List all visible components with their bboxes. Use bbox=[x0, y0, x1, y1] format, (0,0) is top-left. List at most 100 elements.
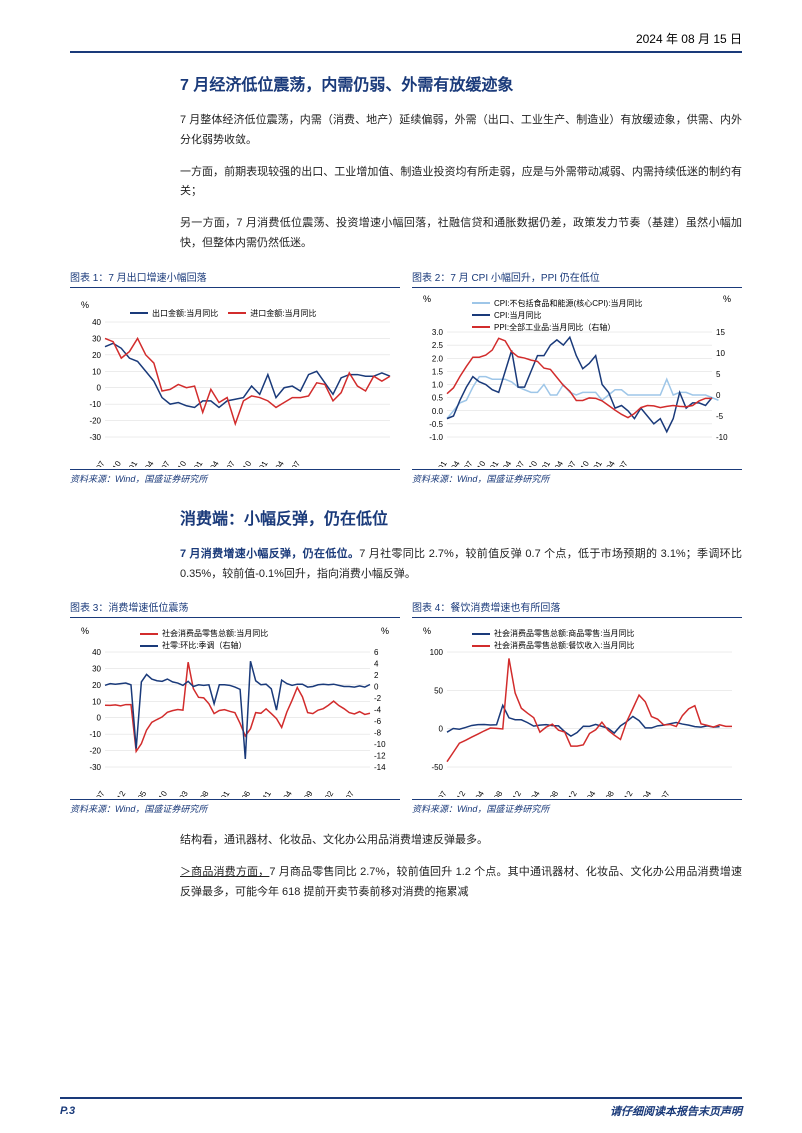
svg-text:21-03: 21-03 bbox=[172, 789, 190, 797]
section1-title: 7 月经济低位震荡，内需仍弱、外需有放缓迹象 bbox=[180, 71, 742, 95]
chart2-box: CPI:不包括食品和能源(核心CPI):当月同比 CPI:当月同比 PPI:全部… bbox=[412, 292, 742, 467]
svg-text:24-07: 24-07 bbox=[654, 789, 672, 797]
chart1-cell: 图表 1：7 月出口增速小幅回落 出口金额:当月同比 进口金额:当月同比 -30… bbox=[70, 266, 400, 485]
svg-text:-10: -10 bbox=[716, 433, 728, 442]
svg-text:3.0: 3.0 bbox=[432, 328, 444, 337]
section2-p1-bold: 7 月消费增速小幅反弹，仍在低位。 bbox=[180, 548, 359, 560]
chart2-legend-1: CPI:不包括食品和能源(核心CPI):当月同比 bbox=[472, 298, 642, 309]
chart4-legend-2-label: 社会消费品零售总额:餐饮收入:当月同比 bbox=[494, 640, 634, 651]
svg-text:0.5: 0.5 bbox=[432, 393, 444, 402]
chart4-source: 资料来源：Wind，国盛证券研究所 bbox=[412, 799, 742, 815]
svg-text:19-12: 19-12 bbox=[109, 789, 127, 797]
svg-text:-10: -10 bbox=[374, 740, 386, 749]
svg-text:20: 20 bbox=[92, 351, 101, 360]
legend-line-icon bbox=[130, 312, 148, 314]
svg-text:-20: -20 bbox=[89, 747, 101, 756]
svg-text:-2: -2 bbox=[374, 694, 382, 703]
chart2-source: 资料来源：Wind，国盛证券研究所 bbox=[412, 469, 742, 485]
svg-text:23-12: 23-12 bbox=[617, 789, 635, 797]
svg-text:23-10: 23-10 bbox=[235, 459, 253, 467]
chart3-title: 图表 3：消费增速低位震荡 bbox=[70, 596, 400, 618]
svg-text:-20: -20 bbox=[89, 416, 101, 425]
svg-text:21-08: 21-08 bbox=[193, 789, 211, 797]
chart3-box: 社会消费品零售总额:当月同比 社零:环比:季调（右轴） -30-20-10010… bbox=[70, 622, 400, 797]
svg-text:30: 30 bbox=[92, 665, 101, 674]
svg-text:%: % bbox=[81, 626, 89, 636]
svg-text:0: 0 bbox=[716, 391, 721, 400]
legend-line-icon bbox=[472, 633, 490, 635]
svg-text:40: 40 bbox=[92, 318, 101, 327]
svg-text:21-07: 21-07 bbox=[89, 459, 107, 467]
svg-text:2: 2 bbox=[374, 671, 379, 680]
chart-row-2: 图表 3：消费增速低位震荡 社会消费品零售总额:当月同比 社零:环比:季调（右轴… bbox=[70, 596, 742, 815]
page-number: P.3 bbox=[60, 1105, 75, 1117]
svg-text:10: 10 bbox=[716, 349, 725, 358]
legend-line-icon bbox=[472, 314, 490, 316]
chart2-legend-3-label: PPI:全部工业品:当月同比（右轴） bbox=[494, 322, 615, 333]
svg-text:6: 6 bbox=[374, 648, 379, 657]
svg-text:-30: -30 bbox=[89, 763, 101, 772]
svg-text:21-01: 21-01 bbox=[431, 459, 449, 467]
svg-text:%: % bbox=[723, 294, 731, 304]
chart2-cell: 图表 2：7 月 CPI 小幅回升，PPI 仍在低位 CPI:不包括食品和能源(… bbox=[412, 266, 742, 485]
svg-text:24-04: 24-04 bbox=[635, 789, 653, 797]
chart1-box: 出口金额:当月同比 进口金额:当月同比 -30-20-10010203040%2… bbox=[70, 292, 400, 467]
svg-text:24-01: 24-01 bbox=[252, 459, 270, 467]
svg-text:5: 5 bbox=[716, 370, 721, 379]
date-header: 2024 年 08 月 15 日 bbox=[70, 30, 742, 47]
legend-line-icon bbox=[472, 326, 490, 328]
chart1-title: 图表 1：7 月出口增速小幅回落 bbox=[70, 266, 400, 288]
svg-text:%: % bbox=[423, 626, 431, 636]
svg-text:20-07: 20-07 bbox=[431, 789, 449, 797]
svg-text:22-08: 22-08 bbox=[542, 789, 560, 797]
chart2-title: 图表 2：7 月 CPI 小幅回升，PPI 仍在低位 bbox=[412, 266, 742, 288]
section2-title: 消费端：小幅反弹，仍在低位 bbox=[180, 505, 742, 529]
svg-text:-6: -6 bbox=[374, 717, 382, 726]
chart4-legend: 社会消费品零售总额:商品零售:当月同比 社会消费品零售总额:餐饮收入:当月同比 bbox=[472, 628, 634, 651]
svg-text:-12: -12 bbox=[374, 752, 386, 761]
svg-text:23-04: 23-04 bbox=[276, 789, 294, 797]
svg-text:15: 15 bbox=[716, 328, 725, 337]
svg-text:19-07: 19-07 bbox=[89, 789, 107, 797]
chart3-source: 资料来源：Wind，国盛证券研究所 bbox=[70, 799, 400, 815]
svg-text:0: 0 bbox=[97, 714, 102, 723]
svg-text:-8: -8 bbox=[374, 729, 382, 738]
chart3-cell: 图表 3：消费增速低位震荡 社会消费品零售总额:当月同比 社零:环比:季调（右轴… bbox=[70, 596, 400, 815]
svg-text:21-10: 21-10 bbox=[105, 459, 123, 467]
svg-text:0: 0 bbox=[97, 383, 102, 392]
svg-text:22-06: 22-06 bbox=[234, 789, 252, 797]
svg-text:23-04: 23-04 bbox=[203, 459, 221, 467]
svg-text:20-10: 20-10 bbox=[151, 789, 169, 797]
svg-text:4: 4 bbox=[374, 660, 379, 669]
chart3-legend-1-label: 社会消费品零售总额:当月同比 bbox=[162, 628, 268, 639]
chart2-legend-2-label: CPI:当月同比 bbox=[494, 310, 542, 321]
svg-text:%: % bbox=[381, 626, 389, 636]
chart2-legend-1-label: CPI:不包括食品和能源(核心CPI):当月同比 bbox=[494, 298, 642, 309]
svg-text:23-07: 23-07 bbox=[219, 459, 237, 467]
chart4-legend-1: 社会消费品零售总额:商品零售:当月同比 bbox=[472, 628, 634, 639]
svg-text:2.5: 2.5 bbox=[432, 341, 444, 350]
svg-text:23-09: 23-09 bbox=[297, 789, 315, 797]
section1-p3: 另一方面，7 月消费低位震荡、投资增速小幅回落，社融信贷和通胀数据仍差，政策发力… bbox=[180, 214, 742, 254]
chart3-legend-1: 社会消费品零售总额:当月同比 bbox=[140, 628, 268, 639]
svg-text:-14: -14 bbox=[374, 763, 386, 772]
legend-line-icon bbox=[472, 302, 490, 304]
svg-text:22-04: 22-04 bbox=[524, 789, 542, 797]
svg-text:24-04: 24-04 bbox=[268, 459, 286, 467]
chart3-legend-2: 社零:环比:季调（右轴） bbox=[140, 640, 268, 651]
chart3-legend: 社会消费品零售总额:当月同比 社零:环比:季调（右轴） bbox=[140, 628, 268, 651]
svg-text:10: 10 bbox=[92, 367, 101, 376]
section3-p1: 结构看，通讯器材、化妆品、文化办公用品消费增速反弹最多。 bbox=[180, 831, 742, 851]
section3-p2-bold: ＞商品消费方面， bbox=[180, 866, 269, 878]
chart4-legend-1-label: 社会消费品零售总额:商品零售:当月同比 bbox=[494, 628, 634, 639]
page-container: 2024 年 08 月 15 日 7 月经济低位震荡，内需仍弱、外需有放缓迹象 … bbox=[0, 0, 802, 925]
legend-line-icon bbox=[140, 633, 158, 635]
svg-text:1.0: 1.0 bbox=[432, 380, 444, 389]
chart1-legend-2-label: 进口金额:当月同比 bbox=[250, 308, 316, 319]
chart3-legend-2-label: 社零:环比:季调（右轴） bbox=[162, 640, 246, 651]
svg-text:23-08: 23-08 bbox=[598, 789, 616, 797]
svg-text:22-01: 22-01 bbox=[213, 789, 231, 797]
svg-text:100: 100 bbox=[430, 648, 444, 657]
svg-text:1.5: 1.5 bbox=[432, 367, 444, 376]
svg-text:20-05: 20-05 bbox=[130, 789, 148, 797]
